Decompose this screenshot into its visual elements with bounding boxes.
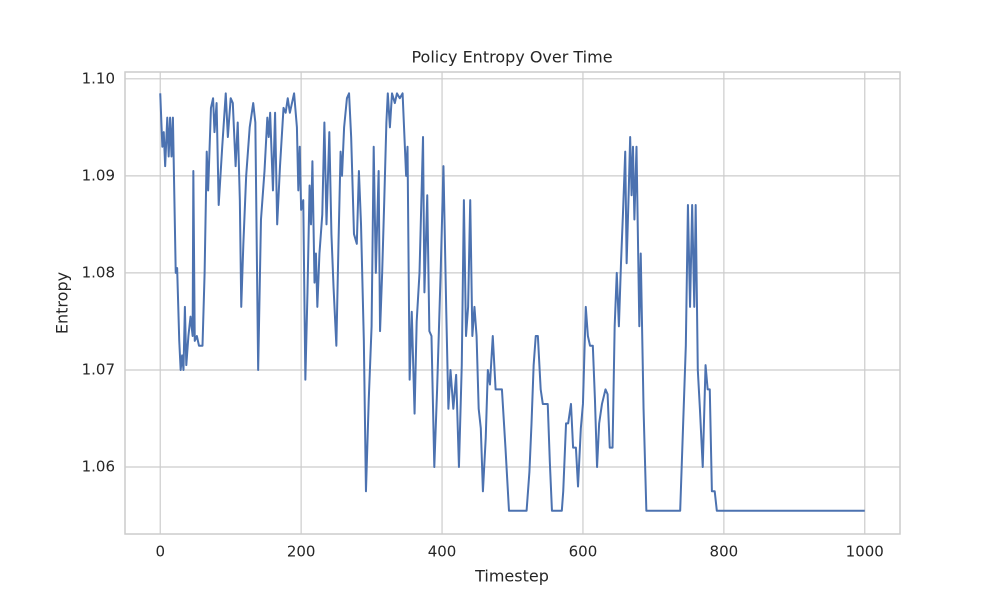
y-tick-label: 1.06 xyxy=(82,458,115,476)
x-tick-label: 800 xyxy=(710,543,739,561)
y-tick-label: 1.10 xyxy=(82,69,115,87)
data-line xyxy=(159,92,865,512)
y-axis-label: Entropy xyxy=(53,272,72,334)
x-tick-label: 400 xyxy=(428,543,457,561)
y-tick-label: 1.08 xyxy=(82,263,115,281)
y-tick-label: 1.09 xyxy=(82,166,115,184)
x-tick-label: 0 xyxy=(155,543,165,561)
x-tick-label: 1000 xyxy=(846,543,884,561)
x-axis-label: Timestep xyxy=(474,567,549,586)
plot-frame xyxy=(124,71,901,535)
x-tick-label: 600 xyxy=(569,543,598,561)
y-tick-label: 1.07 xyxy=(82,360,115,378)
x-tick-label: 200 xyxy=(287,543,316,561)
chart-title: Policy Entropy Over Time xyxy=(411,48,612,67)
